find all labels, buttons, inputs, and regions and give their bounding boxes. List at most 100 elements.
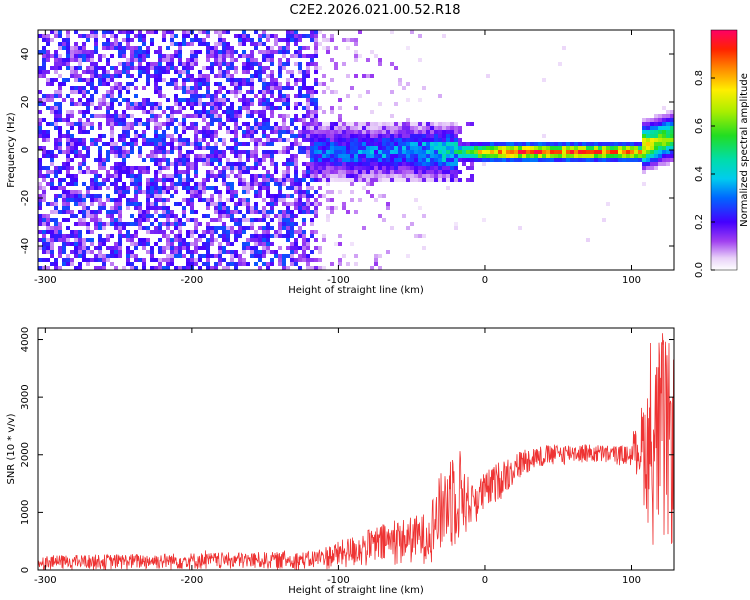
- spectrogram-cell: [86, 238, 90, 242]
- spectrogram-cell: [74, 70, 78, 74]
- spectrogram-cell: [102, 34, 106, 38]
- spectrogram-cell: [230, 186, 234, 190]
- spectrogram-cell: [38, 266, 42, 270]
- spectrogram-cell: [446, 154, 450, 158]
- spectrogram-cell: [450, 158, 454, 162]
- spectrogram-cell: [262, 66, 266, 70]
- spectrogram-cell: [114, 42, 118, 46]
- spectrogram-cell: [226, 66, 230, 70]
- spectrogram-cell: [370, 142, 374, 146]
- spectrogram-cell: [154, 154, 158, 158]
- spectrogram-cell: [90, 230, 94, 234]
- spectrogram-cell: [122, 170, 126, 174]
- spectrogram-cell: [442, 162, 446, 166]
- spectrogram-cell: [134, 182, 138, 186]
- spectrogram-cell: [202, 198, 206, 202]
- spectrogram-cell: [494, 154, 498, 158]
- spectrogram-cell: [46, 122, 50, 126]
- spectrogram-cell: [362, 226, 366, 230]
- spectrogram-cell: [230, 114, 234, 118]
- spectrogram-cell: [210, 106, 214, 110]
- spectrogram-cell: [46, 34, 50, 38]
- spectrogram-cell: [258, 226, 262, 230]
- spectrogram-cell: [314, 198, 318, 202]
- spectrogram-cell: [314, 50, 318, 54]
- spectrogram-cell: [78, 126, 82, 130]
- spectrogram-cell: [106, 46, 110, 50]
- spectrogram-cell: [270, 138, 274, 142]
- spectrogram-cell: [322, 194, 326, 198]
- spectrogram-cell: [310, 158, 314, 162]
- spectrogram-cell: [374, 138, 378, 142]
- spectrogram-cell: [298, 54, 302, 58]
- spectrogram-cell: [182, 78, 186, 82]
- spectrogram-cell: [286, 238, 290, 242]
- spectrogram-cell: [150, 150, 154, 154]
- spectrogram-cell: [70, 126, 74, 130]
- spectrogram-cell: [206, 86, 210, 90]
- spectrogram-cell: [190, 258, 194, 262]
- spectrogram-cell: [114, 170, 118, 174]
- spectrogram-cell: [306, 194, 310, 198]
- spectrogram-cell: [406, 142, 410, 146]
- spectrogram-cell: [282, 266, 286, 270]
- spectrogram-cell: [206, 242, 210, 246]
- spectrogram-cell: [150, 186, 154, 190]
- spectrogram-cell: [70, 134, 74, 138]
- spectrogram-cell: [530, 146, 534, 150]
- spectrogram-cell: [290, 86, 294, 90]
- spectrogram-cell: [42, 230, 46, 234]
- spectrogram-cell: [110, 86, 114, 90]
- spectrogram-cell: [262, 254, 266, 258]
- spectrogram-cell: [402, 134, 406, 138]
- spectrogram-cell: [58, 142, 62, 146]
- spectrogram-cell: [666, 110, 670, 114]
- spectrogram-cell: [406, 254, 410, 258]
- spectrogram-cell: [114, 186, 118, 190]
- spectrogram-cell: [94, 170, 98, 174]
- spectrogram-cell: [126, 82, 130, 86]
- spectrogram-cell: [246, 166, 250, 170]
- spectrogram-cell: [178, 42, 182, 46]
- spectrogram-cell: [226, 242, 230, 246]
- spectrogram-cell: [342, 150, 346, 154]
- spectrogram-cell: [486, 150, 490, 154]
- spectrogram-cell: [566, 158, 570, 162]
- spectrogram-cell: [42, 58, 46, 62]
- spectrogram-cell: [318, 138, 322, 142]
- spectrogram-cell: [98, 182, 102, 186]
- spectrogram-cell: [282, 202, 286, 206]
- spectrogram-cell: [102, 242, 106, 246]
- spectrogram-cell: [190, 106, 194, 110]
- spectrogram-cell: [362, 134, 366, 138]
- spectrogram-cell: [286, 206, 290, 210]
- spectrogram-cell: [590, 158, 594, 162]
- spectrogram-cell: [178, 170, 182, 174]
- spectrogram-cell: [38, 122, 42, 126]
- spectrogram-cell: [154, 206, 158, 210]
- spectrogram-cell: [182, 266, 186, 270]
- spectrogram-cell: [506, 150, 510, 154]
- spectrogram-cell: [322, 234, 326, 238]
- spectrogram-cell: [334, 206, 338, 210]
- spectrogram-cell: [294, 174, 298, 178]
- spectrogram-cell: [110, 262, 114, 266]
- spectrogram-cell: [158, 74, 162, 78]
- spectrogram-cell: [534, 142, 538, 146]
- spectrogram-cell: [198, 102, 202, 106]
- spectrogram-cell: [318, 30, 322, 34]
- spectrogram-cell: [306, 34, 310, 38]
- spectrogram-cell: [138, 146, 142, 150]
- spectrogram-cell: [386, 146, 390, 150]
- spectrogram-cell: [162, 182, 166, 186]
- spectrogram-cell: [310, 258, 314, 262]
- spectrogram-cell: [218, 214, 222, 218]
- spectrogram-cell: [226, 114, 230, 118]
- spectrogram-cell: [206, 54, 210, 58]
- spectrogram-cell: [194, 226, 198, 230]
- spectrogram-cell: [50, 78, 54, 82]
- spectrogram-cell: [458, 146, 462, 150]
- spectrogram-cell: [322, 146, 326, 150]
- spectrogram-cell: [50, 186, 54, 190]
- spectrogram-cell: [218, 90, 222, 94]
